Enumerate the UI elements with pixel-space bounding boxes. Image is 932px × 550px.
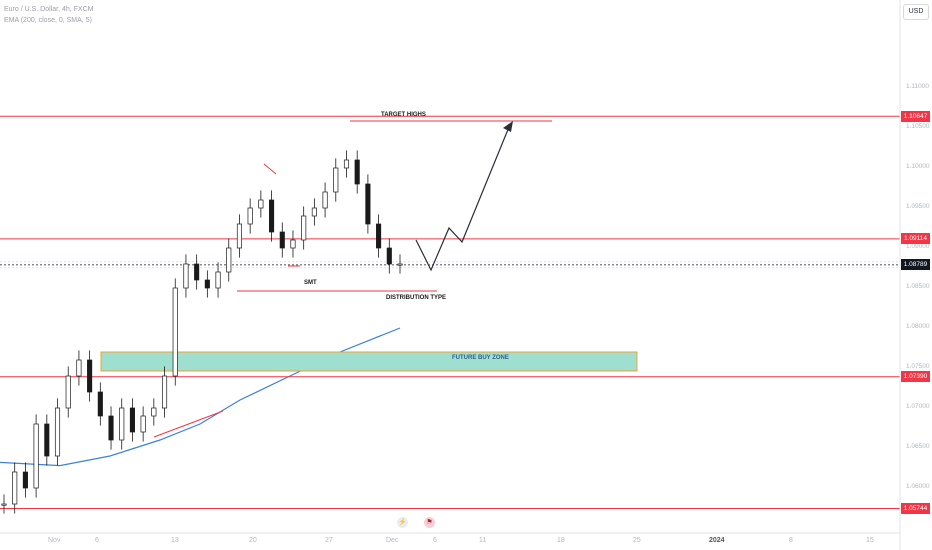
candle-body: [151, 407, 157, 417]
candle-body: [354, 159, 360, 185]
candle-body: [322, 191, 328, 209]
annotation-future-buy-zone: FUTURE BUY ZONE: [452, 355, 509, 361]
candle-body: [365, 183, 371, 225]
price-tick-label: 1.07000: [906, 403, 930, 410]
candle-body: [247, 207, 253, 225]
candle-body: [194, 263, 200, 281]
level-price-badge: 1.09114: [901, 233, 930, 245]
price-tick-label: 1.10000: [906, 163, 930, 170]
time-tick-label: 27: [325, 537, 333, 544]
candle-body: [65, 375, 71, 409]
candle-body: [12, 471, 18, 505]
candle-body: [1, 503, 7, 506]
flag-icon[interactable]: ⚑: [424, 517, 435, 528]
candle-body: [129, 407, 135, 433]
price-tick-label: 1.11000: [906, 83, 930, 90]
trendline-low: [153, 410, 224, 438]
candle-body: [76, 359, 82, 377]
candle-body: [311, 207, 317, 217]
time-tick-label: 15: [866, 537, 874, 544]
candle-body: [226, 247, 232, 273]
candle-body: [44, 423, 50, 457]
candle-body: [397, 263, 403, 266]
time-tick-label: 11: [479, 537, 487, 544]
candle-body: [290, 239, 296, 249]
time-tick-label: 20: [249, 537, 257, 544]
level-price-badge: 1.07390: [901, 371, 930, 383]
price-tick-label: 1.06500: [906, 443, 930, 450]
candle-body: [54, 407, 61, 457]
future-buy-zone: [100, 351, 638, 372]
candle-body: [236, 223, 243, 249]
time-tick-label: 6: [433, 537, 437, 544]
candle-body: [301, 215, 307, 241]
chart-legend: Euro / U.S. Dollar, 4h, FXCM EMA (200, c…: [4, 4, 93, 26]
candle-body: [22, 471, 28, 489]
time-tick-label: Nov: [48, 537, 61, 544]
candle-body: [258, 199, 264, 209]
candle-body: [204, 279, 210, 289]
candle-body: [386, 247, 392, 265]
price-tick-label: 1.06000: [906, 483, 930, 490]
candle-body: [87, 359, 93, 393]
candle-body: [376, 223, 382, 249]
symbol-title: Euro / U.S. Dollar, 4h, FXCM: [4, 6, 94, 13]
price-tick-label: 1.07500: [906, 363, 930, 370]
projection-path: [415, 126, 510, 272]
time-tick-label: 13: [171, 537, 179, 544]
time-tick-label: 25: [633, 537, 641, 544]
annotation-smt: SMT: [304, 280, 317, 286]
currency-button[interactable]: USD: [903, 4, 929, 20]
candle-body: [108, 415, 114, 441]
candle-body: [279, 231, 285, 249]
price-tick-label: 1.10500: [906, 123, 930, 130]
time-tick-label: 6: [95, 537, 99, 544]
candle-body: [33, 423, 39, 489]
time-tick-label: 8: [789, 537, 793, 544]
price-tick-label: 1.09000: [906, 243, 930, 250]
candle-body: [269, 199, 275, 233]
candle-body: [97, 391, 103, 417]
level-price-badge: 1.10647: [901, 110, 930, 122]
candle-body: [119, 407, 125, 441]
annotation-distribution-type: DISTRIBUTION TYPE: [386, 295, 447, 301]
candle-body: [161, 375, 168, 409]
swing-mark-top: [263, 163, 277, 175]
lightning-icon[interactable]: ⚡: [397, 517, 408, 528]
price-tick-label: 1.08500: [906, 283, 930, 290]
price-tick-label: 1.09500: [906, 203, 930, 210]
price-tick-label: 1.08000: [906, 323, 930, 330]
time-tick-label: Dec: [386, 537, 399, 544]
candle-body: [215, 271, 221, 289]
candle-body: [333, 167, 339, 193]
projection-arrowhead: [503, 121, 513, 132]
candle-body: [140, 415, 146, 433]
level-price-badge: 1.05744: [901, 502, 930, 514]
candle-body: [172, 287, 178, 377]
time-tick-label: 2024: [709, 537, 725, 544]
candle-body: [183, 263, 189, 289]
time-tick-label: 18: [557, 537, 565, 544]
level-price-badge: 1.08789: [901, 259, 930, 271]
candle-body: [343, 159, 350, 169]
indicator-title: EMA (200, close, 0, SMA, 5): [4, 17, 92, 24]
annotation-target-highs: TARGET HIGHS: [381, 112, 426, 118]
